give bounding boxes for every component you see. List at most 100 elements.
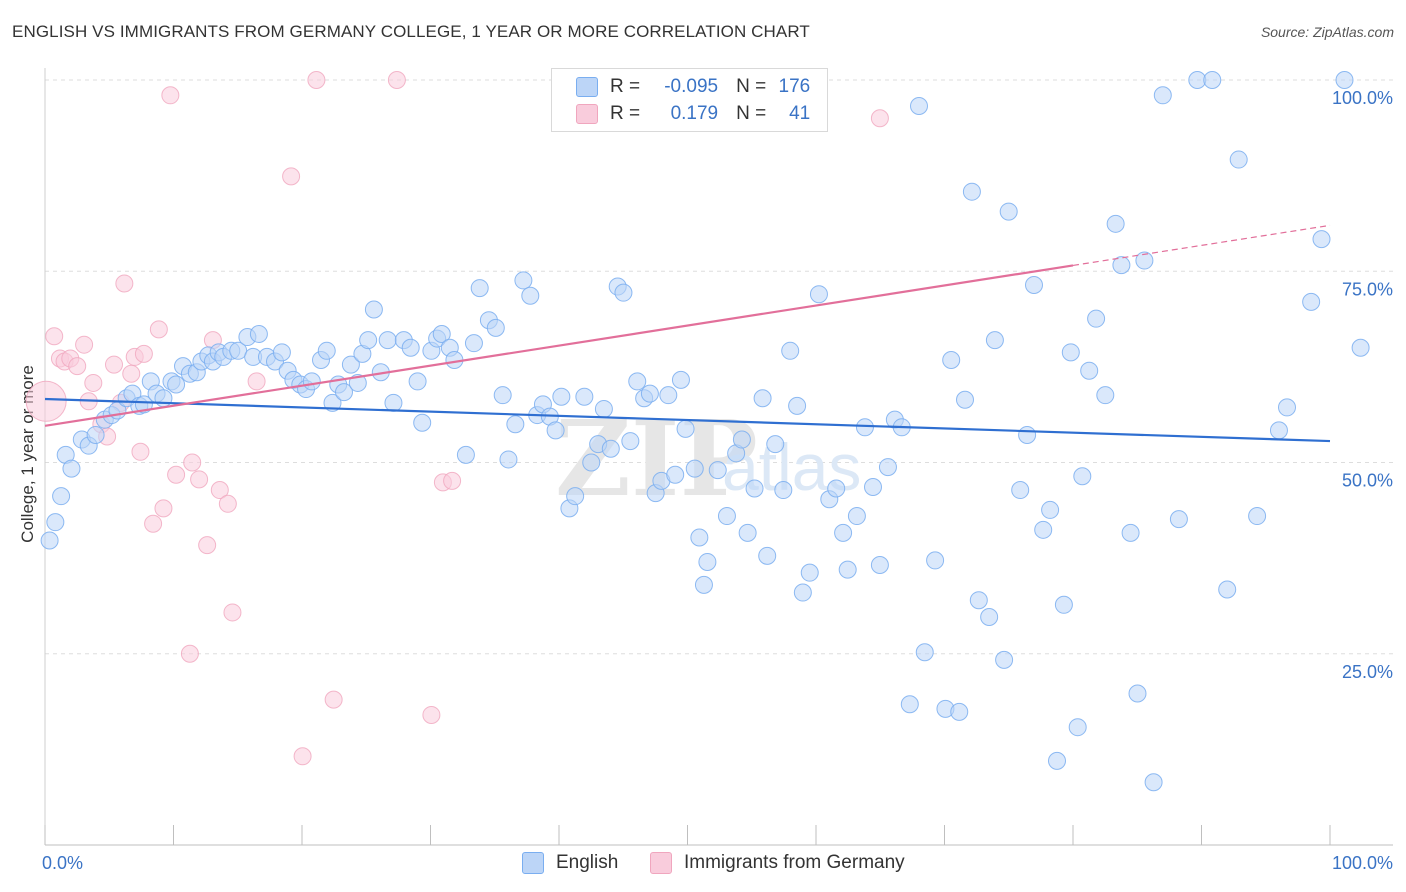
legend-english-n-value: 176	[778, 76, 811, 97]
point-english-158	[1135, 251, 1154, 270]
trend-line-english	[44, 397, 1331, 443]
point-germany-31	[247, 372, 266, 391]
point-germany-0	[25, 380, 67, 422]
point-english-81	[582, 453, 601, 472]
point-english-50	[364, 300, 383, 319]
point-english-130	[926, 551, 945, 570]
point-english-49	[359, 331, 378, 350]
point-english-84	[601, 439, 620, 458]
point-english-163	[1203, 71, 1222, 89]
bottom-legend-germany[interactable]: Immigrants from Germany	[650, 852, 905, 874]
legend-row-germany: R = 0.179 N = 41	[552, 100, 810, 128]
point-english-138	[985, 331, 1004, 350]
point-english-124	[878, 458, 897, 477]
point-english-99	[694, 575, 713, 594]
bottom-legend-english[interactable]: English	[522, 852, 618, 874]
point-english-172	[1351, 338, 1370, 357]
point-english-64	[464, 334, 483, 353]
point-english-151	[1080, 361, 1099, 380]
legend-english-n-label: N =	[736, 76, 767, 97]
point-english-19	[167, 375, 186, 394]
point-germany-14	[122, 364, 141, 383]
bottom-legend-swatch-germany	[650, 852, 672, 874]
axes	[44, 68, 1393, 846]
point-english-45	[335, 383, 353, 402]
point-germany-19	[149, 320, 168, 339]
point-english-63	[456, 445, 475, 464]
point-germany-21	[161, 86, 180, 105]
point-english-108	[758, 546, 777, 565]
point-germany-20	[154, 499, 173, 518]
point-english-142	[1018, 425, 1037, 444]
point-english-118	[834, 523, 853, 542]
point-english-122	[864, 477, 882, 496]
legend-swatch-germany	[576, 104, 598, 124]
point-english-144	[1034, 520, 1053, 539]
point-germany-28	[210, 481, 229, 500]
point-english-148	[1061, 343, 1080, 362]
point-english-93	[659, 386, 678, 405]
point-english-166	[1248, 507, 1267, 526]
point-english-69	[499, 450, 518, 469]
point-germany-16	[131, 442, 150, 461]
point-english-86	[614, 283, 633, 302]
point-english-136	[969, 591, 988, 610]
point-english-139	[995, 650, 1014, 669]
point-english-157	[1128, 684, 1147, 703]
point-english-121	[855, 418, 874, 437]
point-english-119	[838, 560, 857, 579]
point-english-83	[594, 399, 613, 418]
point-english-143	[1025, 276, 1043, 295]
point-english-164	[1218, 580, 1237, 599]
bottom-legend-english-label: English	[556, 852, 619, 873]
x-tick-label-0: 0.0%	[42, 853, 83, 873]
point-english-140	[999, 202, 1018, 221]
legend-row-english: R = -0.095 N = 176	[552, 73, 810, 101]
point-english-88	[628, 372, 647, 391]
point-english-150	[1073, 467, 1092, 486]
point-english-52	[378, 331, 397, 350]
point-english-129	[915, 643, 934, 662]
point-english-165	[1229, 150, 1248, 169]
point-english-57	[413, 413, 432, 432]
legend-germany-r-label: R =	[610, 103, 641, 124]
point-english-109	[766, 435, 785, 454]
point-english-90	[640, 384, 659, 403]
point-germany-18	[144, 514, 163, 533]
trend-line-germany-extension	[1072, 224, 1331, 267]
point-english-115	[809, 285, 828, 304]
point-english-46	[341, 355, 360, 374]
point-english-120	[847, 507, 866, 526]
point-english-1	[46, 513, 65, 532]
point-english-104	[732, 430, 751, 449]
point-english-35	[272, 343, 291, 362]
point-english-102	[717, 507, 736, 526]
y-tick-label-25: 25.0%	[1342, 662, 1393, 682]
point-germany-22	[167, 465, 186, 484]
point-english-169	[1302, 292, 1321, 311]
legend-box: R = -0.095 N = 176 R = 0.179 N = 41	[551, 68, 828, 132]
point-germany-29	[218, 494, 237, 513]
point-germany-37	[422, 705, 441, 724]
point-germany-8	[84, 373, 103, 392]
point-english-147	[1054, 595, 1073, 614]
point-english-101	[708, 461, 727, 480]
point-english-123	[870, 556, 889, 575]
point-english-42	[317, 341, 336, 360]
point-english-98	[690, 528, 709, 547]
point-english-67	[486, 318, 505, 337]
point-english-160	[1153, 86, 1172, 105]
point-germany-24	[183, 453, 202, 472]
point-english-70	[506, 415, 525, 434]
point-english-135	[962, 182, 981, 201]
point-germany-17	[134, 344, 153, 363]
point-germany-39	[443, 471, 462, 490]
tick-labels: 100.0% 75.0% 50.0% 25.0% 0.0% 100.0%	[42, 88, 1393, 873]
point-english-154	[1106, 214, 1125, 233]
point-germany-32	[282, 167, 301, 186]
point-english-56	[408, 372, 427, 391]
point-english-7	[86, 425, 105, 444]
point-english-100	[698, 552, 717, 571]
point-english-95	[671, 370, 690, 389]
point-english-80	[575, 387, 594, 406]
